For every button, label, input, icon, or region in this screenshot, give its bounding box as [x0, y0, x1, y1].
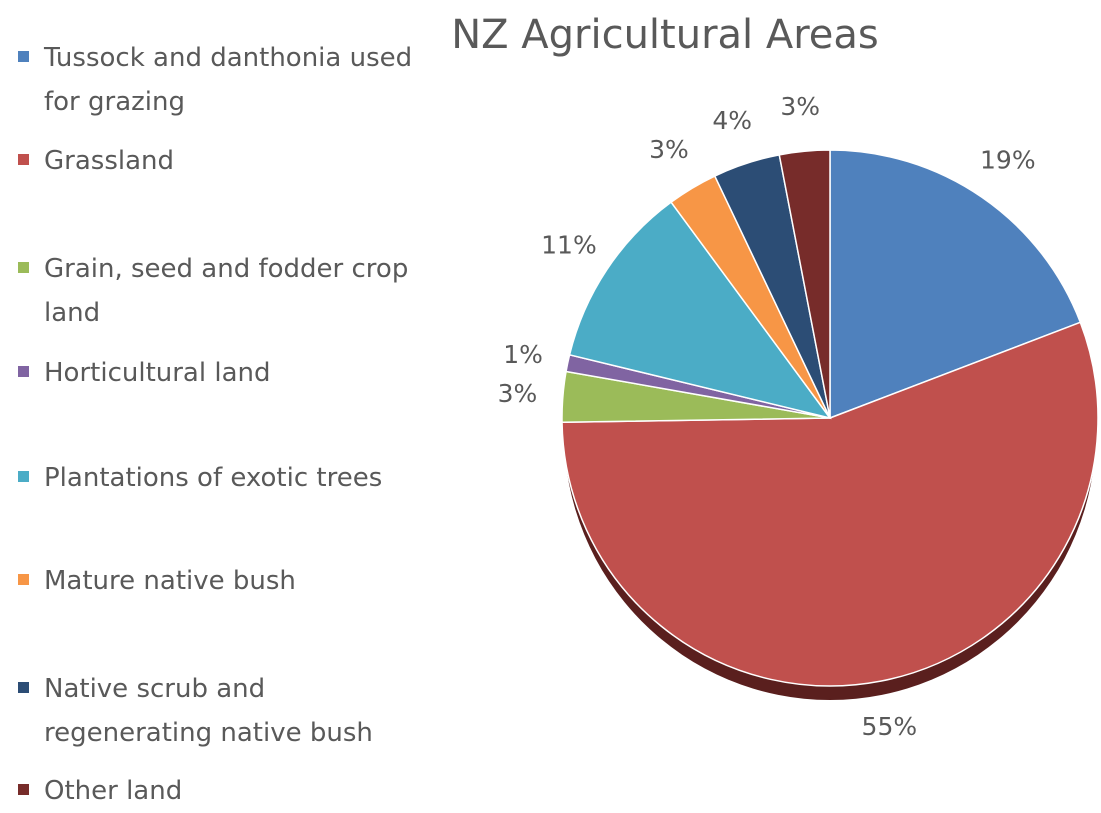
chart-title: NZ Agricultural Areas	[451, 12, 879, 58]
legend-swatch	[18, 682, 29, 693]
legend-label: Grassland	[44, 146, 174, 176]
legend-item: Grassland	[18, 139, 428, 183]
legend-swatch	[18, 784, 29, 795]
legend-item: Horticultural land	[18, 351, 428, 395]
legend-label: Native scrub and regenerating native bus…	[44, 674, 373, 748]
legend-label: Horticultural land	[44, 358, 271, 388]
data-label: 19%	[980, 146, 1036, 175]
legend-item: Grain, seed and fodder crop land	[18, 247, 428, 335]
data-label: 3%	[780, 92, 820, 121]
legend-item: Plantations of exotic trees	[18, 456, 428, 500]
legend-label: Grain, seed and fodder crop land	[44, 254, 409, 328]
legend-label: Plantations of exotic trees	[44, 463, 383, 493]
legend-swatch	[18, 154, 29, 165]
legend-item: Other land	[18, 769, 428, 813]
legend-swatch	[18, 262, 29, 273]
legend-swatch	[18, 471, 29, 482]
legend-swatch	[18, 51, 29, 62]
pie-slice	[778, 149, 831, 419]
pie-slice	[829, 149, 1082, 420]
pie-slice	[561, 321, 1099, 687]
pie-slice	[568, 201, 832, 420]
data-label: 1%	[503, 340, 543, 369]
legend-item: Tussock and danthonia used for grazing	[18, 36, 428, 124]
legend-item: Native scrub and regenerating native bus…	[18, 667, 428, 755]
data-label: 3%	[649, 135, 689, 164]
legend-swatch	[18, 366, 29, 377]
legend-swatch	[18, 574, 29, 585]
data-label: 11%	[541, 230, 597, 259]
legend-item: Mature native bush	[18, 559, 428, 603]
legend-label: Tussock and danthonia used for grazing	[44, 43, 413, 117]
data-label: 55%	[862, 712, 918, 741]
data-label: 4%	[712, 106, 752, 135]
data-label: 3%	[498, 379, 538, 408]
legend-label: Mature native bush	[44, 566, 296, 596]
legend-label: Other land	[44, 776, 183, 806]
